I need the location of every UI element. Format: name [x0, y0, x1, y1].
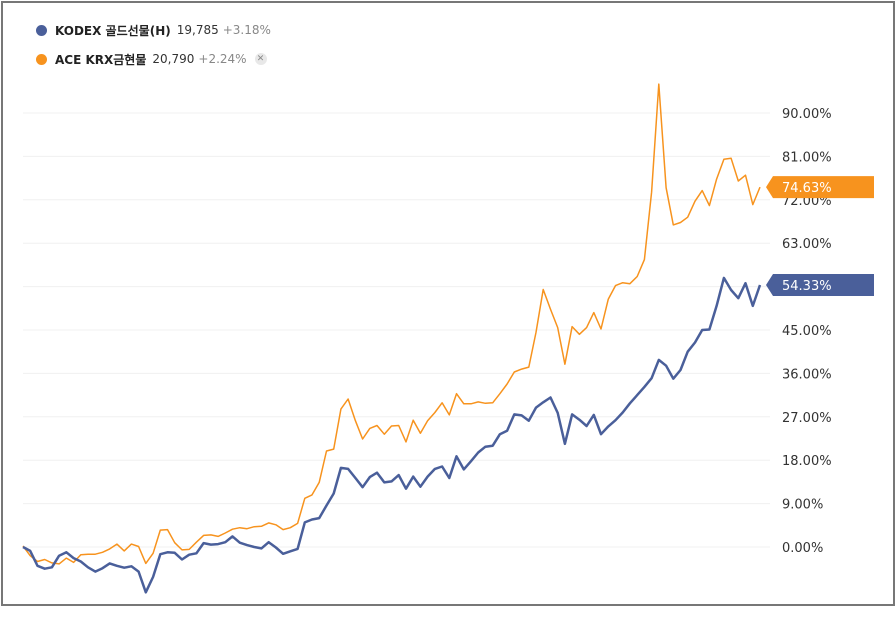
last-value-label: 54.33% — [782, 279, 832, 294]
series-dot-icon — [36, 24, 47, 36]
legend-price: 20,790 — [152, 52, 195, 66]
last-value-label: 74.63% — [782, 181, 832, 196]
legend-series-name: KODEX 골드선물(H) — [55, 23, 171, 38]
series-lines — [22, 83, 762, 594]
legend-change: +2.24% — [198, 52, 247, 66]
y-tick-label: 63.00% — [782, 237, 832, 252]
last-value-badges: 74.63% 54.33% — [766, 176, 874, 297]
grid-lines — [23, 112, 770, 548]
y-tick-label: 45.00% — [782, 324, 832, 339]
legend-series-name: ACE KRX금현물 — [55, 52, 147, 67]
legend-price: 19,785 — [176, 23, 219, 37]
chart-frame — [1, 1, 895, 606]
remove-series-close-icon[interactable]: ✕ — [254, 53, 267, 65]
legend-change: +3.18% — [222, 23, 271, 37]
legend-item-kodex[interactable]: KODEX 골드선물(H) 19,785 +3.18% — [36, 21, 271, 39]
series-line — [22, 276, 762, 594]
last-value-badge: 54.33% — [766, 274, 874, 297]
y-tick-label: 90.00% — [782, 107, 832, 122]
legend-item-ace[interactable]: ACE KRX금현물 20,790 +2.24% ✕ — [36, 50, 271, 68]
legend: KODEX 골드선물(H) 19,785 +3.18% ACE KRX금현물 2… — [36, 21, 271, 79]
y-tick-label: 27.00% — [782, 411, 832, 426]
last-value-badge: 74.63% — [766, 176, 874, 199]
y-tick-label: 18.00% — [782, 454, 832, 469]
y-tick-label: 9.00% — [782, 498, 823, 513]
series-dot-icon — [36, 53, 47, 65]
series-line — [22, 83, 761, 565]
y-axis-ticks: 90.00%81.00%72.00%63.00%54.00%45.00%36.0… — [782, 107, 832, 556]
y-tick-label: 81.00% — [782, 150, 832, 165]
y-tick-label: 0.00% — [782, 541, 823, 556]
y-tick-label: 36.00% — [782, 367, 832, 382]
